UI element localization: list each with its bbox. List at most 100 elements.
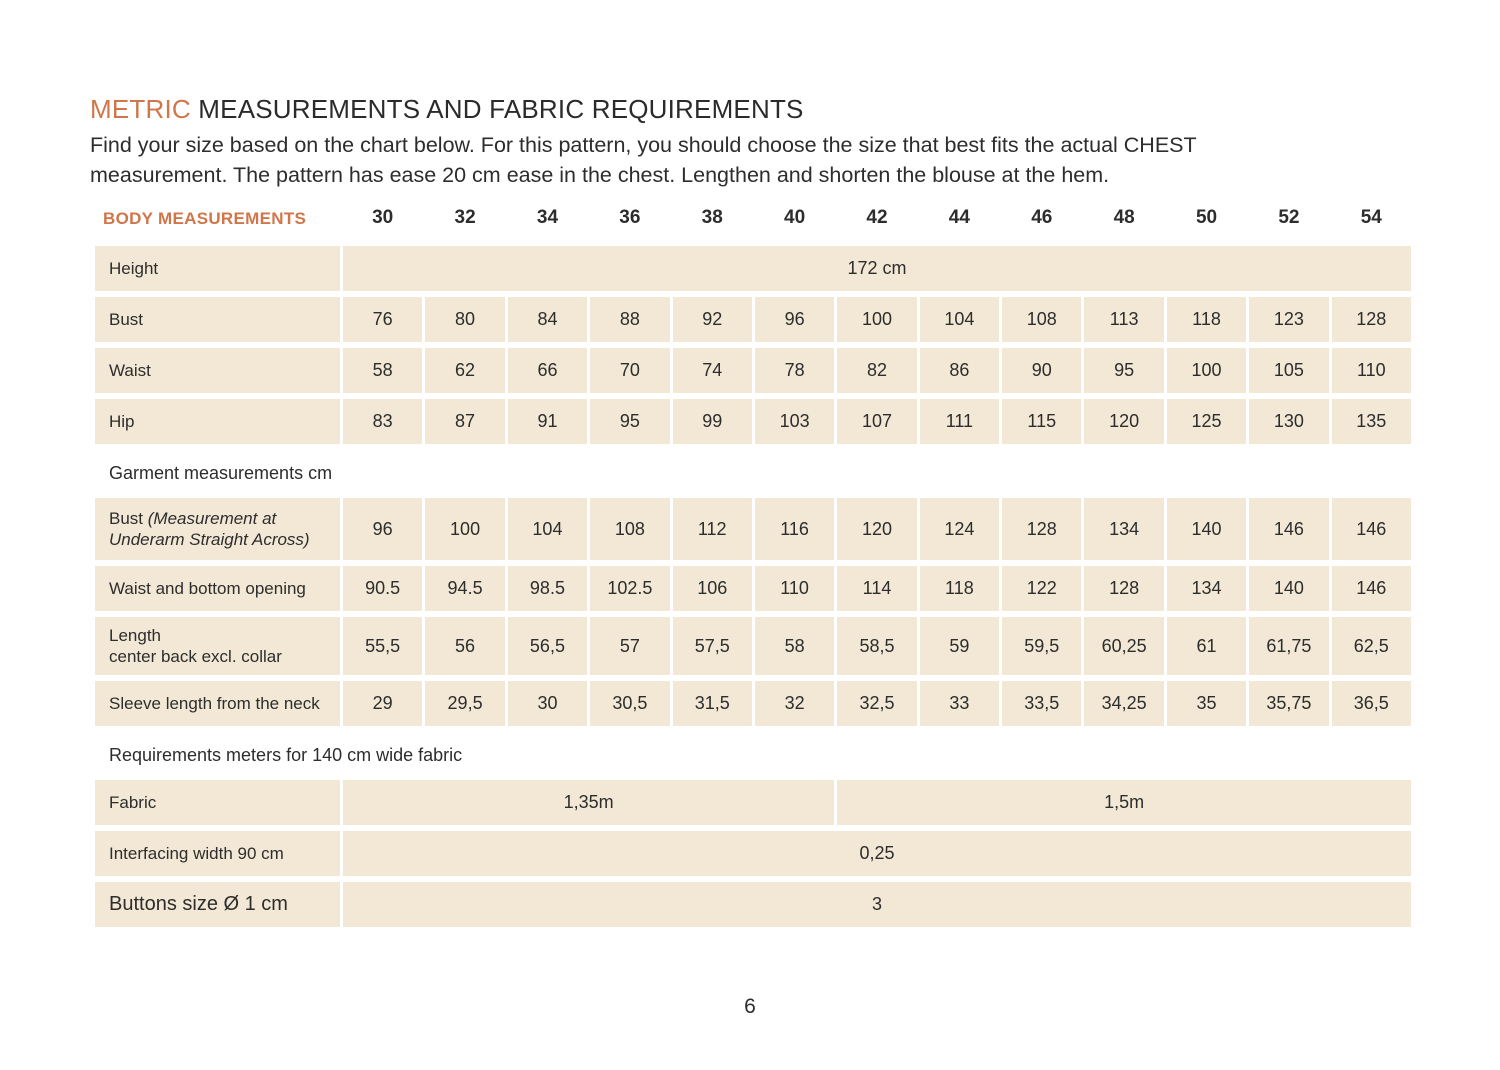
value-cell: 95 (1084, 348, 1164, 393)
value-cell: 104 (507, 498, 588, 560)
garment-bust-label-note: (Measurement at Underarm Straight Across… (109, 509, 310, 549)
value-cell: 123 (1249, 297, 1329, 342)
value-cell: 31,5 (672, 681, 752, 726)
value-cell: 128 (1084, 566, 1164, 611)
value-cell: 74 (672, 348, 752, 393)
value-cell: 90 (1002, 348, 1082, 393)
value-cell: 86 (919, 348, 1000, 393)
value-cell: 78 (754, 348, 835, 393)
size-header-cell: 44 (948, 207, 970, 228)
value-cell: 116 (754, 498, 835, 560)
value-cell: 90.5 (343, 566, 423, 611)
length-label-line2: center back excl. collar (109, 647, 282, 666)
value-cell: 100 (1166, 348, 1247, 393)
value-cell: 146 (1331, 566, 1411, 611)
value-cell: 146 (1249, 498, 1329, 560)
value-cell: 70 (590, 348, 670, 393)
row-label-bust: Bust (95, 297, 340, 342)
value-cell: 62 (425, 348, 505, 393)
value-cell: 34,25 (1084, 681, 1164, 726)
value-cell: 29,5 (425, 681, 505, 726)
measurements-table: BODY MEASUREMENTS 30 32 34 36 38 40 42 44 46 48 50… (95, 202, 1411, 927)
value-cell: 120 (1084, 399, 1164, 444)
value-cell: 91 (507, 399, 588, 444)
value-cell: 102.5 (590, 566, 670, 611)
row-label-waist-opening: Waist and bottom opening (95, 566, 340, 611)
value-cell: 82 (837, 348, 917, 393)
value-cell: 134 (1166, 566, 1247, 611)
value-cell: 33,5 (1002, 681, 1082, 726)
row-label-garment-bust: Bust (Measurement at Underarm Straight A… (95, 498, 340, 560)
value-cell: 110 (1331, 348, 1411, 393)
intro-line-2: measurement. The pattern has ease 20 cm … (90, 163, 1110, 187)
value-cell: 140 (1166, 498, 1247, 560)
value-cell: 36,5 (1331, 681, 1411, 726)
length-label-line1: Length (109, 626, 161, 645)
value-cell: 35 (1166, 681, 1247, 726)
value-cell: 95 (590, 399, 670, 444)
height-merged-value: 172 cm (343, 246, 1411, 291)
fabric-value-sizes-42-54: 1,5m (837, 780, 1411, 825)
value-cell: 96 (343, 498, 423, 560)
row-label-buttons: Buttons size Ø 1 cm (95, 882, 340, 927)
row-label-interfacing: Interfacing width 90 cm (95, 831, 340, 876)
buttons-merged-value: 3 (343, 882, 1411, 927)
value-cell: 135 (1331, 399, 1411, 444)
value-cell: 59,5 (1002, 617, 1082, 675)
intro-text: Find your size based on the chart below.… (90, 130, 1500, 190)
value-cell: 29 (343, 681, 423, 726)
size-header-cell: 30 (372, 207, 394, 228)
table-row-height: Height 172 cm (95, 246, 1411, 291)
value-cell: 100 (425, 498, 505, 560)
row-label-waist: Waist (95, 348, 340, 393)
value-cell: 61 (1166, 617, 1247, 675)
value-cell: 146 (1331, 498, 1411, 560)
page-number: 6 (744, 995, 756, 1018)
value-cell: 83 (343, 399, 423, 444)
value-cell: 92 (672, 297, 752, 342)
value-cell: 106 (672, 566, 752, 611)
value-cell: 107 (837, 399, 917, 444)
size-header-cell: 38 (701, 207, 723, 228)
table-row-bust: Bust 76 80 84 88 92 96 100 104 108 113 118 123 128 (95, 297, 1411, 342)
value-cell: 114 (837, 566, 917, 611)
value-cell: 76 (343, 297, 423, 342)
value-cell: 98.5 (507, 566, 588, 611)
value-cell: 104 (919, 297, 1000, 342)
value-cell: 55,5 (343, 617, 423, 675)
row-label-sleeve: Sleeve length from the neck (95, 681, 340, 726)
value-cell: 128 (1331, 297, 1411, 342)
size-header-cell: 52 (1278, 207, 1300, 228)
value-cell: 110 (754, 566, 835, 611)
value-cell: 108 (1002, 297, 1082, 342)
value-cell: 60,25 (1084, 617, 1164, 675)
size-header-cell: 40 (784, 207, 806, 228)
value-cell: 88 (590, 297, 670, 342)
value-cell: 134 (1084, 498, 1164, 560)
garment-bust-label: Bust (109, 509, 144, 528)
size-header-cell: 36 (619, 207, 641, 228)
value-cell: 125 (1166, 399, 1247, 444)
table-row-interfacing: Interfacing width 90 cm 0,25 (95, 831, 1411, 876)
value-cell: 62,5 (1331, 617, 1411, 675)
value-cell: 30,5 (590, 681, 670, 726)
value-cell: 32 (754, 681, 835, 726)
value-cell: 100 (837, 297, 917, 342)
garment-section-label: Garment measurements cm (109, 463, 333, 483)
value-cell: 58 (343, 348, 423, 393)
size-header-row: BODY MEASUREMENTS 30 32 34 36 38 40 42 44 46 48 50… (95, 202, 1411, 234)
table-row-waist-opening: Waist and bottom opening 90.5 94.5 98.5 102… (95, 566, 1411, 611)
value-cell: 108 (590, 498, 670, 560)
table-row-garment-bust: Bust (Measurement at Underarm Straight A… (95, 498, 1411, 560)
title-rest: MEASUREMENTS AND FABRIC REQUIREMENTS (198, 94, 804, 124)
table-row-waist: Waist 58 62 66 70 74 78 82 86 90 95 100 105 110 (95, 348, 1411, 393)
table-row-buttons: Buttons size Ø 1 cm 3 (95, 882, 1411, 927)
value-cell: 58,5 (837, 617, 917, 675)
value-cell: 105 (1249, 348, 1329, 393)
table-row-hip: Hip 83 87 91 95 99 103 107 111 115 120 125 130 135 (95, 399, 1411, 444)
value-cell: 118 (919, 566, 1000, 611)
value-cell: 61,75 (1249, 617, 1329, 675)
value-cell: 33 (919, 681, 1000, 726)
value-cell: 56 (425, 617, 505, 675)
